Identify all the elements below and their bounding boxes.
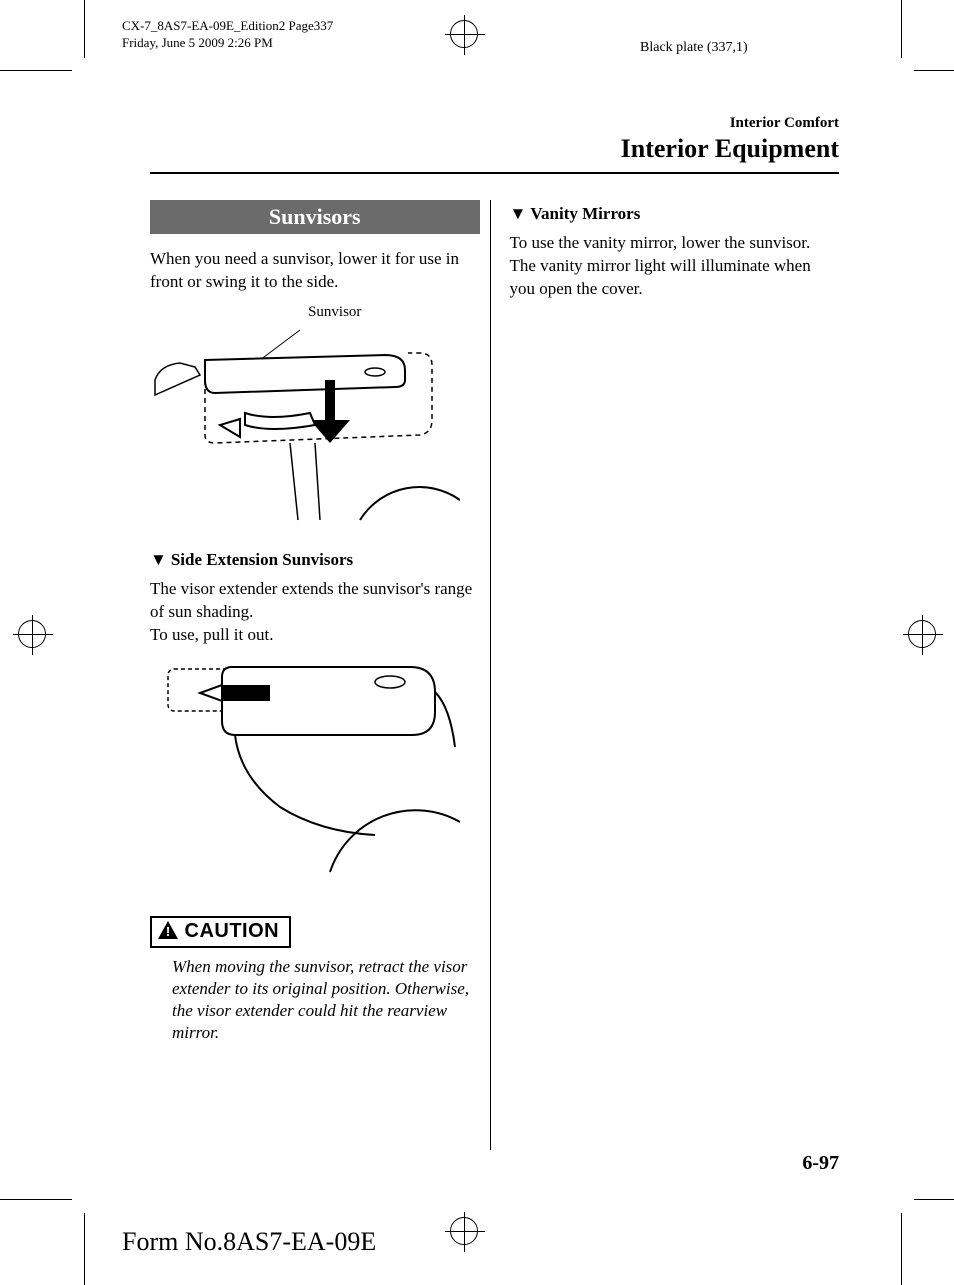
crop-mark [0,1199,72,1200]
page-header: Interior Comfort Interior Equipment [621,115,839,164]
down-triangle-icon: ▼ [150,550,167,569]
caution-label: CAUTION [185,920,280,942]
right-column: ▼Vanity Mirrors To use the vanity mirror… [510,200,840,1145]
section-banner-sunvisors: Sunvisors [150,200,480,234]
vanity-text-2: The vanity mirror light will illuminate … [510,255,840,301]
figure-sunvisor: Sunvisor [150,304,480,530]
vanity-text-1: To use the vanity mirror, lower the sunv… [510,232,840,255]
caution-body-text: When moving the sunvisor, retract the vi… [150,948,480,1044]
caution-box: ! CAUTION [150,916,291,948]
registration-mark-icon [450,20,478,48]
warning-triangle-icon: ! [158,923,183,943]
subheading-vanity-mirrors: ▼Vanity Mirrors [510,204,840,224]
crop-mark [901,0,902,58]
crop-mark [84,1213,85,1285]
crop-mark [914,1199,954,1200]
side-extension-diagram-icon [150,657,460,877]
crop-mark [84,0,85,58]
header-rule [150,172,839,174]
page-category: Interior Comfort [621,115,839,132]
subheading-side-extension: ▼Side Extension Sunvisors [150,550,480,570]
subheading-text: Vanity Mirrors [530,204,640,223]
form-number: Form No.8AS7-EA-09E [122,1227,376,1257]
page-title: Interior Equipment [621,134,839,164]
figure-side-extension [150,657,480,882]
subheading-text: Side Extension Sunvisors [171,550,353,569]
down-triangle-icon: ▼ [510,204,527,223]
registration-mark-icon [18,620,46,648]
intro-text: When you need a sunvisor, lower it for u… [150,248,480,294]
left-column: Sunvisors When you need a sunvisor, lowe… [150,200,480,1145]
content-area: Sunvisors When you need a sunvisor, lowe… [150,200,839,1145]
figure-label-sunvisor: Sunvisor [190,304,480,321]
crop-mark [914,70,954,71]
registration-mark-icon [908,620,936,648]
registration-mark-icon [450,1217,478,1245]
page-number: 6-97 [802,1152,839,1175]
crop-mark [901,1213,902,1285]
side-extension-text: The visor extender extends the sunvisor'… [150,578,480,647]
print-header-line2: Friday, June 5 2009 2:26 PM [122,35,333,52]
black-plate-label: Black plate (337,1) [640,40,748,56]
print-header-line1: CX-7_8AS7-EA-09E_Edition2 Page337 [122,18,333,35]
print-header: CX-7_8AS7-EA-09E_Edition2 Page337 Friday… [122,18,333,52]
sunvisor-diagram-icon [150,325,460,525]
crop-mark [0,70,72,71]
svg-text:!: ! [166,924,170,939]
